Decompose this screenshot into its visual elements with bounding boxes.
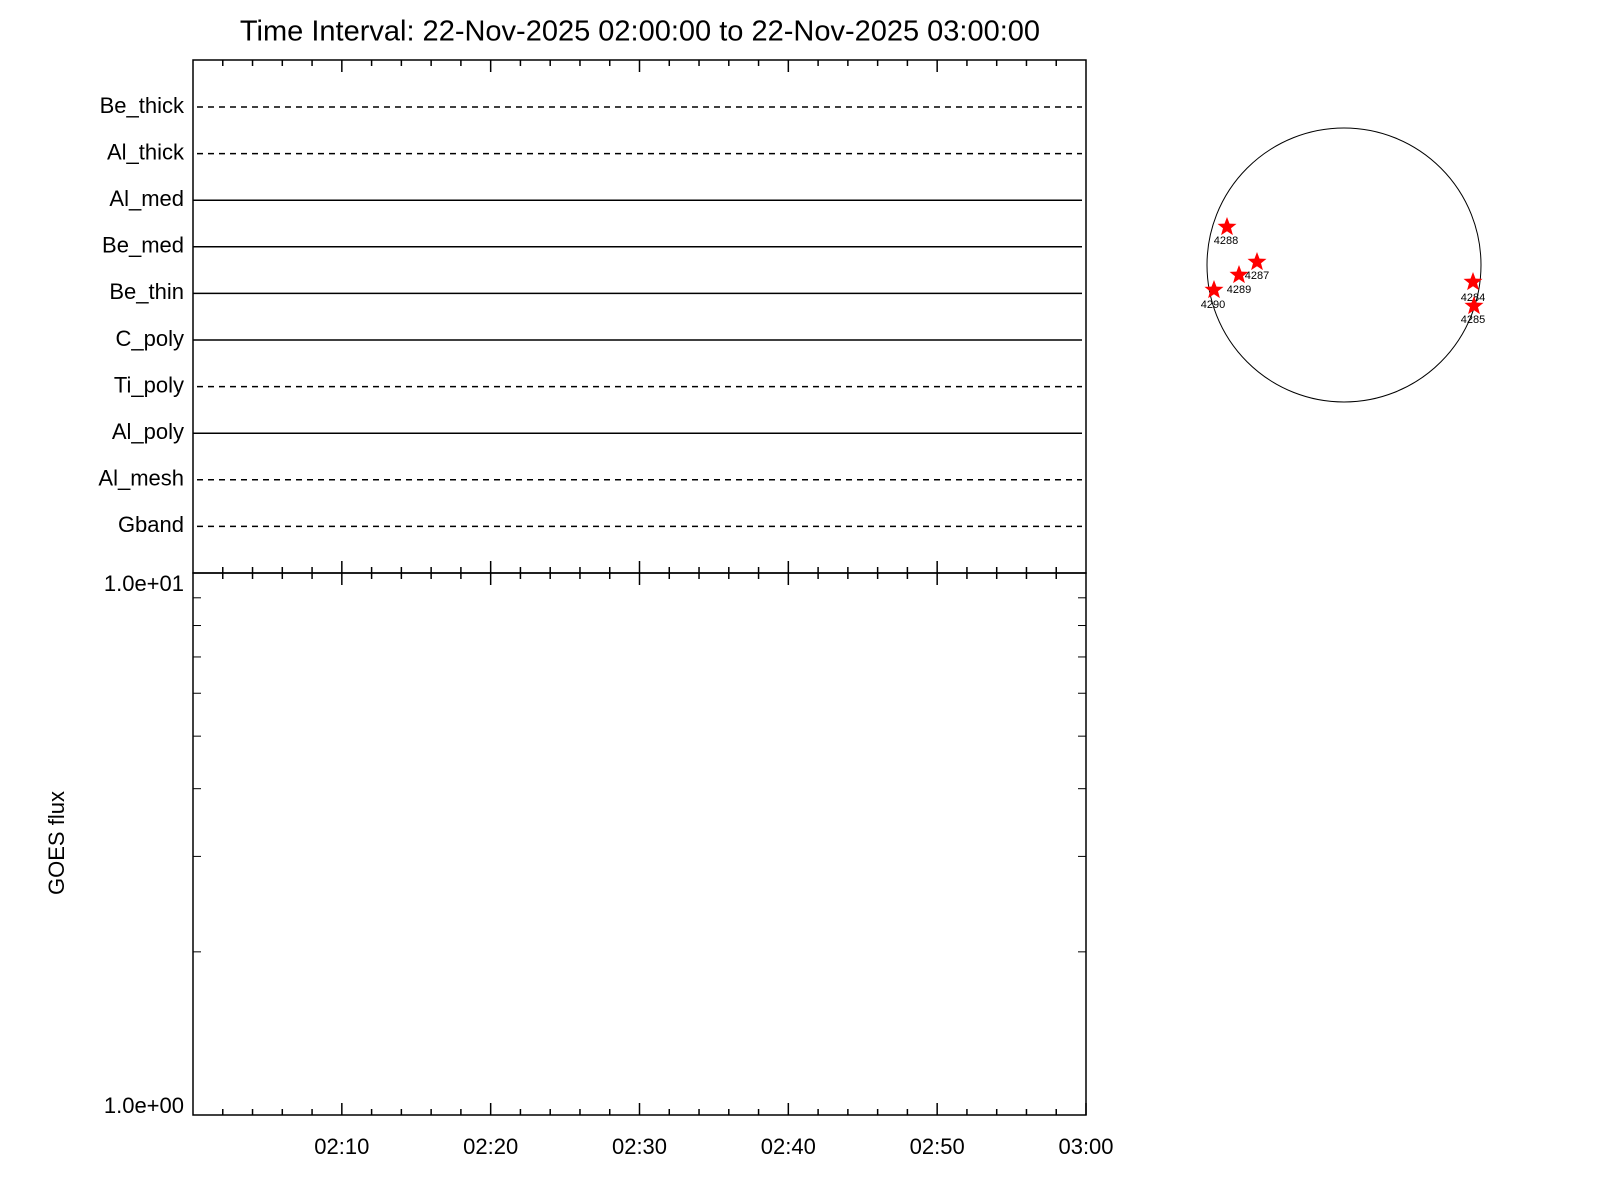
active-region-label: 4285 [1461, 314, 1485, 326]
channel-label: C_poly [116, 326, 184, 351]
solar-disk [1206, 127, 1482, 403]
panel-frame [192, 572, 1087, 1116]
x-tick-label: 03:00 [1058, 1134, 1113, 1159]
channel-label: Al_med [109, 186, 184, 211]
x-tick-label: 02:30 [612, 1134, 667, 1159]
channel-label: Be_thick [100, 93, 185, 118]
active-region-label: 4289 [1227, 284, 1251, 296]
active-region-marker [1247, 252, 1267, 271]
channel-label: Al_mesh [98, 466, 184, 491]
x-tick-label: 02:10 [314, 1134, 369, 1159]
x-tick-label: 02:40 [761, 1134, 816, 1159]
channel-label: Al_poly [112, 419, 184, 444]
channel-label: Be_thin [109, 279, 184, 304]
channel-label: Gband [118, 512, 184, 537]
active-region-marker [1204, 280, 1224, 299]
active-region-label: 4288 [1214, 235, 1238, 247]
channel-label: Al_thick [107, 139, 185, 164]
channel-label: Be_med [102, 233, 184, 258]
active-region-marker [1217, 217, 1237, 236]
x-tick-label: 02:50 [910, 1134, 965, 1159]
active-region-label: 4284 [1461, 292, 1485, 304]
x-tick-label: 02:20 [463, 1134, 518, 1159]
active-region-marker [1463, 272, 1483, 291]
y-tick-label: 1.0e+00 [104, 1093, 184, 1118]
active-region-label: 4290 [1201, 299, 1225, 311]
y-axis-label: GOES flux [44, 791, 69, 895]
y-tick-label: 1.0e+01 [104, 571, 184, 596]
panel-frame [192, 59, 1087, 574]
active-region-label: 4287 [1245, 270, 1269, 282]
channel-label: Ti_poly [114, 372, 184, 397]
chart-title: Time Interval: 22-Nov-2025 02:00:00 to 2… [240, 16, 1040, 48]
active-region-marker [1464, 296, 1484, 315]
active-region-marker [1229, 265, 1249, 284]
